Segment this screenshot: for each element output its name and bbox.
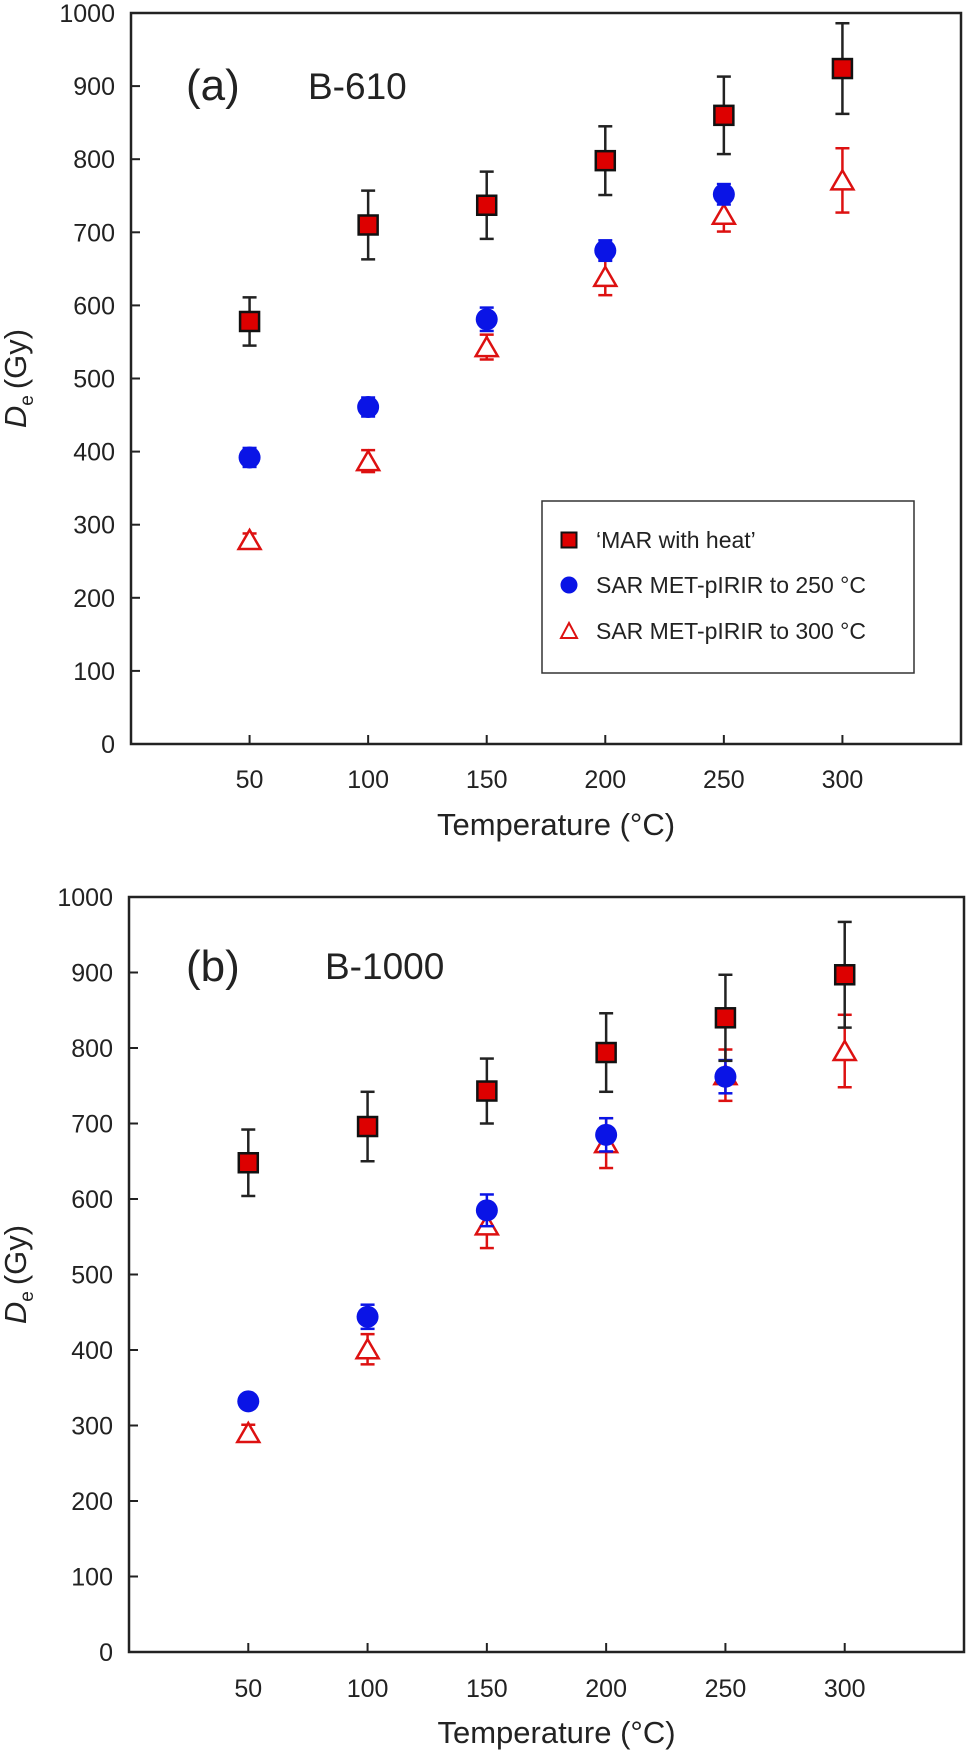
sar250-point [595, 1123, 618, 1146]
mar-point [595, 1041, 617, 1064]
legend-box [541, 500, 915, 674]
mar-point [356, 1115, 379, 1138]
panel-b: 0 100 200 300 400 500 600 700 800 900 1000 50 100 150… [0, 884, 966, 1750]
series-triangle [235, 1013, 858, 1444]
mar-point [357, 214, 379, 236]
series-circle [237, 1058, 737, 1413]
mar-point [476, 1080, 498, 1102]
y-axis-title-sub: e [17, 395, 38, 406]
plot-frame [127, 895, 966, 1654]
sar300-point [354, 1336, 381, 1360]
y-tick-label: 900 [73, 73, 115, 101]
x-tick-label: 50 [234, 1675, 262, 1703]
x-axis-title: Temperature (°C) [437, 1715, 675, 1750]
legend-label: ‘MAR with heat’ [596, 527, 756, 553]
sar300-point [592, 264, 619, 288]
x-tick-label: 200 [585, 1675, 627, 1703]
series-square [238, 21, 854, 347]
mar-point [714, 1007, 737, 1029]
sar250-point [238, 446, 261, 469]
sample-label: B-610 [308, 66, 407, 107]
y-axis-title-main: D [0, 406, 33, 428]
y-axis-title-sub: e [17, 1291, 38, 1302]
y-tick-label: 100 [71, 1564, 113, 1592]
sar300-point [236, 527, 263, 551]
sar250-point [237, 1390, 260, 1413]
y-tick-label: 200 [71, 1488, 113, 1516]
sar250-point [714, 1065, 737, 1088]
y-tick-label: 500 [73, 366, 115, 394]
sar250-point [475, 1199, 498, 1222]
series-triangle [236, 146, 856, 551]
mar-point [594, 149, 617, 172]
legend-marker-triangle [559, 620, 579, 639]
y-tick-label: 900 [71, 960, 113, 988]
sar300-point [473, 334, 500, 358]
x-tick-label: 150 [466, 1675, 508, 1703]
y-tick-label: 400 [71, 1337, 113, 1365]
mar-point [237, 1152, 260, 1174]
x-tick-label: 200 [584, 766, 626, 794]
y-tick-label: 800 [71, 1035, 113, 1063]
y-axis-title-main: D [0, 1302, 33, 1324]
x-tick-label: 250 [703, 766, 745, 794]
y-tick-label: 300 [71, 1413, 113, 1441]
sar250-point [475, 308, 498, 331]
x-tick-label: 250 [705, 1675, 747, 1703]
y-tick-label: 600 [71, 1186, 113, 1214]
x-tick-label: 50 [236, 766, 264, 794]
y-tick-label: 1000 [59, 0, 115, 28]
sar250-point [356, 1305, 379, 1328]
mar-point [713, 104, 735, 127]
y-tick-label: 300 [73, 512, 115, 540]
x-tick-label: 300 [822, 766, 864, 794]
legend-marker-square [560, 531, 578, 549]
mar-point [475, 194, 498, 217]
y-tick-label: 500 [71, 1262, 113, 1290]
y-tick-label: 100 [73, 658, 115, 686]
y-axis-title: De (Gy) [0, 1225, 38, 1324]
sar300-point [831, 1038, 858, 1062]
panel-a: 0 100 200 300 400 500 600 700 800 900 1000 50 100 150… [0, 0, 963, 842]
legend-label: SAR MET-pIRIR to 250 °C [596, 572, 866, 598]
series-square [237, 920, 856, 1198]
legend-marker-circle [560, 576, 578, 594]
x-tick-label: 300 [824, 1675, 866, 1703]
x-tick-label: 100 [347, 1675, 389, 1703]
mar-point [833, 964, 856, 986]
y-tick-label: 0 [99, 1639, 113, 1667]
sar300-point [710, 202, 738, 226]
series-circle [238, 182, 735, 469]
y-axis-title: De (Gy) [0, 329, 38, 428]
sar250-point [357, 396, 380, 419]
sar250-point [594, 239, 617, 262]
y-tick-label: 200 [73, 585, 115, 613]
y-tick-label: 700 [71, 1111, 113, 1139]
x-tick-label: 100 [347, 766, 389, 794]
y-tick-label: 400 [73, 439, 115, 467]
x-axis-title: Temperature (°C) [437, 807, 675, 842]
sar300-point [235, 1420, 262, 1444]
legend: ‘MAR with heat’ SAR MET-pIRIR to 250 °C SA… [541, 500, 915, 674]
legend-label: SAR MET-pIRIR to 300 °C [596, 618, 866, 644]
y-axis-title-unit: (Gy) [0, 1225, 33, 1285]
panel-label: (a) [186, 61, 240, 110]
y-tick-label: 600 [73, 292, 115, 320]
sar300-point [829, 167, 856, 191]
mar-point [831, 57, 854, 80]
y-tick-label: 700 [73, 219, 115, 247]
mar-point [238, 310, 261, 333]
sar300-point [354, 448, 382, 472]
sar250-point [712, 183, 735, 206]
x-tick-label: 150 [466, 766, 508, 794]
y-tick-label: 800 [73, 146, 115, 174]
sample-label: B-1000 [325, 946, 444, 987]
y-tick-label: 0 [101, 731, 115, 759]
panel-label: (b) [186, 942, 240, 991]
y-axis-title-unit: (Gy) [0, 329, 33, 389]
y-tick-label: 1000 [57, 884, 113, 912]
